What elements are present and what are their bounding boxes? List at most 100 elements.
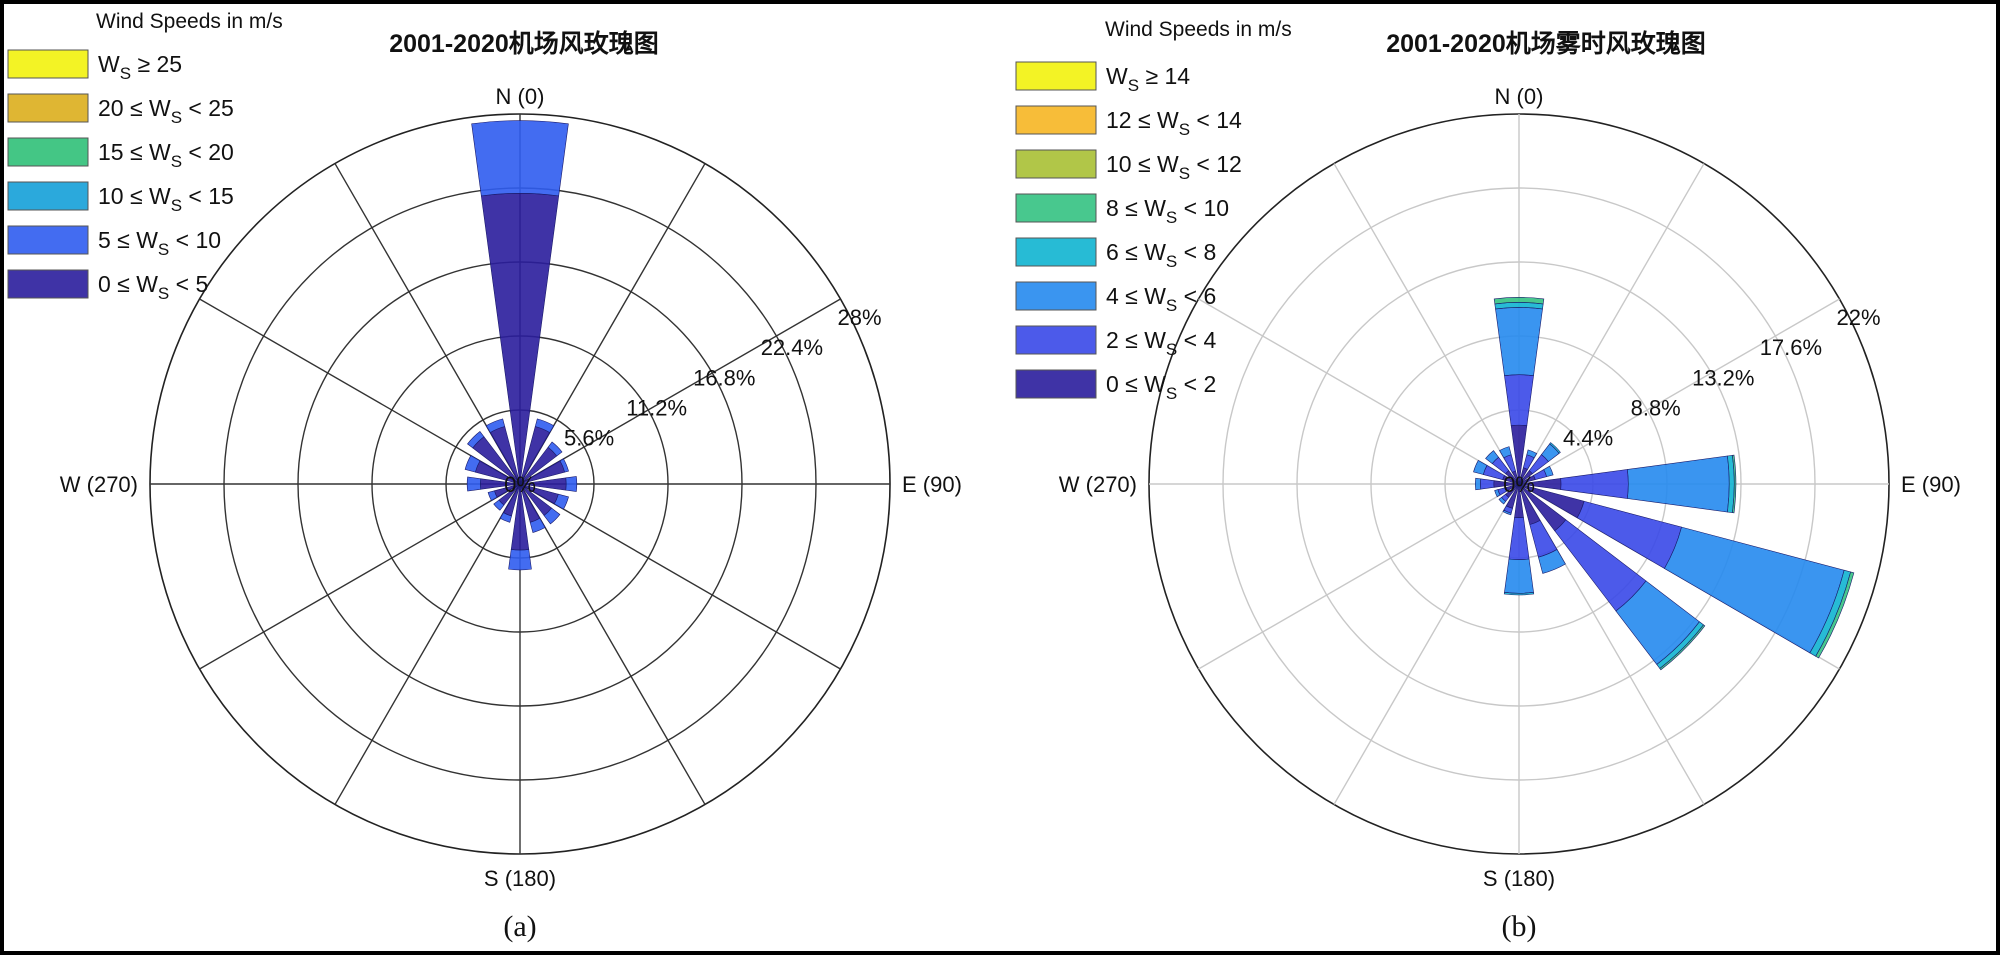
- bar-segment: [1526, 449, 1538, 459]
- legend-entry: 12 ≤ WS < 14: [1015, 105, 1242, 139]
- wind-rose-a: 5.6% 11.2%16.8%22.4% 28% 0% N (0) S (180) E (9…: [7, 10, 962, 943]
- bar-segment: [1503, 592, 1535, 596]
- legend-swatch: [1015, 105, 1097, 135]
- bar-segment: [1732, 454, 1737, 514]
- ring-label: 5.6%: [564, 425, 614, 450]
- bar-segment: [565, 476, 578, 492]
- grid-spoke: [1518, 163, 1705, 485]
- ring-label: 22.4%: [761, 335, 823, 360]
- bar-segment: [543, 507, 561, 525]
- direction-w: W (270): [60, 472, 138, 497]
- direction-n: N (0): [496, 84, 545, 109]
- bar-segment: [508, 549, 532, 571]
- grid-spoke: [519, 298, 841, 485]
- grid-spoke: [199, 483, 521, 670]
- ring-label: 13.2%: [1692, 365, 1754, 390]
- legend-label: 10 ≤ WS < 15: [98, 183, 234, 215]
- bar-segment: [1474, 477, 1481, 491]
- chart-title: 2001-2020机场风玫瑰图: [389, 29, 659, 58]
- caption: (b): [1502, 910, 1537, 943]
- bar-segment: [1480, 478, 1495, 490]
- ring-label: 11.2%: [626, 395, 687, 420]
- legend-swatch: [7, 269, 89, 299]
- legend-label: 10 ≤ WS < 12: [1106, 151, 1242, 183]
- grid-spoke: [1198, 298, 1520, 485]
- bar-segment: [1504, 558, 1534, 594]
- caption: (a): [503, 910, 536, 943]
- bar-segment: [471, 120, 569, 197]
- legend-swatch: [1015, 369, 1097, 399]
- bar-segment: [1549, 442, 1561, 454]
- bar-segment: [1493, 297, 1545, 305]
- legend-swatch: [7, 181, 89, 211]
- bar-segment: [1538, 549, 1566, 574]
- legend-title: Wind Speeds in m/s: [1105, 18, 1292, 41]
- legend-label: WS ≥ 25: [98, 51, 182, 83]
- bar-segment: [529, 517, 546, 533]
- bar-segment: [466, 476, 482, 492]
- bar-segment: [1659, 624, 1706, 671]
- direction-s: S (180): [484, 866, 556, 891]
- legend-label: 20 ≤ WS < 25: [98, 95, 234, 127]
- center-label: 0%: [1503, 472, 1535, 497]
- bar-segment: [559, 458, 569, 473]
- bar-segment: [464, 455, 481, 473]
- legend-entry: 4 ≤ WS < 6: [1015, 281, 1216, 315]
- legend-label: 0 ≤ WS < 2: [1106, 371, 1216, 403]
- ring-label: 17.6%: [1760, 335, 1822, 360]
- bar-segment: [1502, 509, 1512, 516]
- legend-entry: 2 ≤ WS < 4: [1015, 325, 1216, 359]
- legend-swatch: [7, 137, 89, 167]
- legend-label: 5 ≤ WS < 10: [98, 227, 221, 259]
- ring-label: 28%: [837, 305, 881, 330]
- bar-segment: [1815, 571, 1855, 659]
- grid-spoke: [334, 483, 521, 805]
- direction-n: N (0): [1495, 84, 1544, 109]
- bar-segment: [499, 512, 512, 523]
- bar-segment: [1494, 489, 1501, 498]
- bar-segment: [1498, 496, 1507, 505]
- wind-rose-canvas: 5.6% 11.2%16.8%22.4% 28% 0% N (0) S (180) E (9…: [7, 10, 1961, 943]
- legend-label: 6 ≤ WS < 8: [1106, 239, 1216, 271]
- legend-entry: 0 ≤ WS < 5: [7, 269, 208, 303]
- legend-swatch: [7, 225, 89, 255]
- wind-rose-b: 4.4% 8.8% 13.2%17.6% 22% 0% N (0) S (180) E (90…: [1015, 18, 1961, 943]
- bar-segment: [493, 499, 505, 511]
- ring-label: 16.8%: [693, 365, 755, 390]
- bar-segment: [547, 441, 563, 457]
- grid-spoke: [519, 483, 706, 805]
- bar-segment: [553, 493, 569, 510]
- legend-entry: 10 ≤ WS < 12: [1015, 149, 1242, 183]
- ring-label: 4.4%: [1563, 425, 1613, 450]
- chart-title: 2001-2020机场雾时风玫瑰图: [1386, 29, 1706, 58]
- direction-e: E (90): [902, 472, 962, 497]
- legend-label: 15 ≤ WS < 20: [98, 139, 234, 171]
- center-label: 0%: [504, 472, 536, 497]
- legend-entry: WS ≥ 14: [1015, 61, 1190, 95]
- bar-segment: [485, 418, 506, 433]
- legend-swatch: [1015, 193, 1097, 223]
- wind-rose-figure: 5.6% 11.2% 16.8% 22.4% 28% 0% N (0) S (180) E (9…: [4, 4, 1996, 951]
- legend-swatch: [1015, 149, 1097, 179]
- legend-label: 4 ≤ WS < 6: [1106, 283, 1216, 315]
- legend-entry: 8 ≤ WS < 10: [1015, 193, 1229, 227]
- legend-label: 2 ≤ WS < 4: [1106, 327, 1216, 359]
- legend-entry: 6 ≤ WS < 8: [1015, 237, 1216, 271]
- legend-swatch: [1015, 281, 1097, 311]
- grid-spoke: [1198, 483, 1520, 670]
- legend-swatch: [1015, 325, 1097, 355]
- bar-segment: [487, 490, 498, 502]
- bar-segment: [1560, 469, 1629, 499]
- ring-label: 8.8%: [1631, 395, 1681, 420]
- grid-spoke: [1333, 163, 1520, 485]
- bar-segment: [467, 431, 485, 449]
- legend-entry: 10 ≤ WS < 15: [7, 181, 234, 215]
- bar-segment: [1504, 374, 1534, 426]
- legend-swatch: [7, 49, 89, 79]
- bar-segment: [1508, 516, 1530, 560]
- legend-entry: 5 ≤ WS < 10: [7, 225, 221, 259]
- legend-label: 12 ≤ WS < 14: [1106, 107, 1242, 139]
- legend-entry: 0 ≤ WS < 2: [1015, 369, 1216, 403]
- grid-spoke: [199, 298, 521, 485]
- legend-swatch: [1015, 237, 1097, 267]
